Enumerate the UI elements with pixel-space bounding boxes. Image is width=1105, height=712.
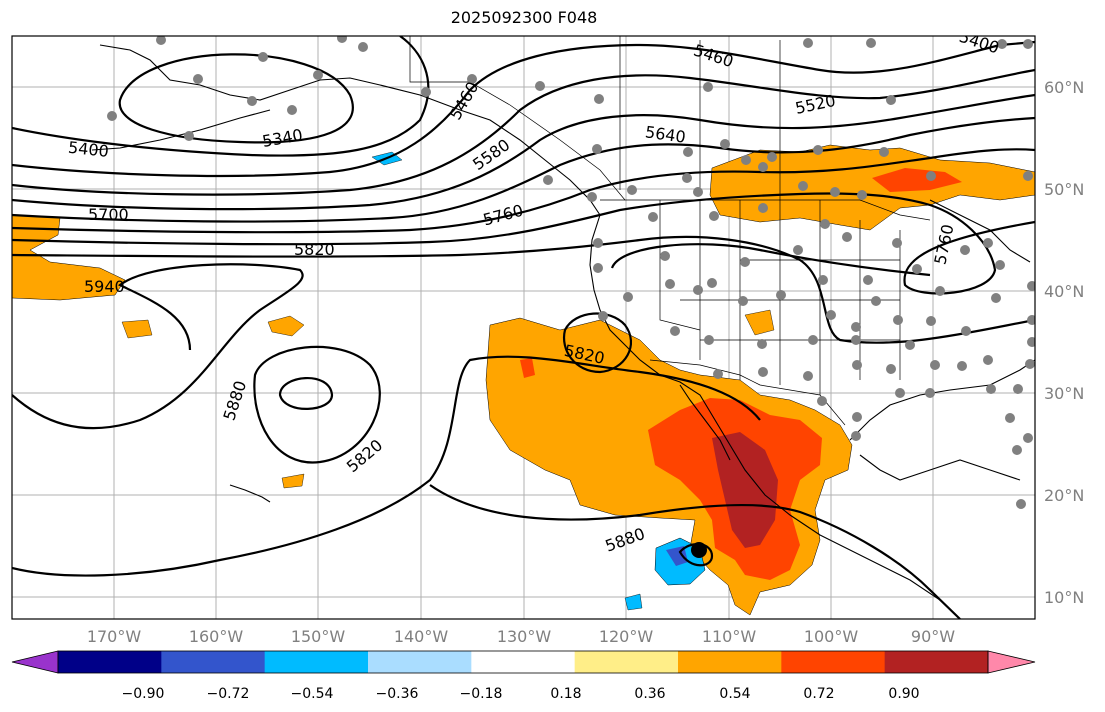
contour-5700 bbox=[12, 148, 1035, 234]
map-frame bbox=[11, 35, 1036, 620]
lat-label-30n: 30°N bbox=[1044, 384, 1084, 403]
contour-5640 bbox=[12, 116, 1035, 223]
tropical-cold-core bbox=[666, 546, 688, 566]
latitude-labels: 60°N 50°N 40°N 30°N 20°N 10°N bbox=[1044, 78, 1084, 607]
warm-spot-4 bbox=[744, 309, 775, 336]
lon-label-150w: 150°W bbox=[291, 627, 346, 646]
contour-5880-mid bbox=[12, 355, 761, 577]
colorbar-tick-0: −0.90 bbox=[122, 686, 165, 702]
lon-label-110w: 110°W bbox=[702, 627, 757, 646]
contour-5340-low bbox=[118, 53, 354, 144]
longitude-labels: 170°W 160°W 150°W 140°W 130°W 120°W 110°… bbox=[87, 627, 955, 646]
colorbar-tick-6: 0.36 bbox=[634, 686, 665, 702]
colorbar bbox=[11, 650, 1036, 674]
contour-label-5400: 5400 bbox=[67, 138, 109, 161]
colorbar-segment bbox=[884, 651, 989, 673]
lon-label-90w: 90°W bbox=[911, 627, 955, 646]
colorbar-tick-4: −0.18 bbox=[460, 686, 503, 702]
warm-spot-1 bbox=[121, 319, 153, 339]
colorbar-segment bbox=[574, 651, 679, 673]
colorbar-segment bbox=[678, 651, 782, 673]
colorbar-arrow-right bbox=[987, 650, 1036, 674]
cool-spot-2 bbox=[624, 593, 643, 611]
cyclone-center-marker bbox=[691, 542, 707, 558]
colorbar-outline bbox=[57, 650, 989, 674]
lon-label-170w: 170°W bbox=[87, 627, 142, 646]
colorbar-segment bbox=[368, 651, 472, 673]
contour-tropical-low bbox=[678, 543, 714, 567]
coastlines bbox=[91, 44, 1035, 619]
canada-hot-core bbox=[872, 168, 962, 192]
lat-label-20n: 20°N bbox=[1044, 486, 1084, 505]
colorbar-tick-labels: −0.90 −0.72 −0.54 −0.36 −0.18 0.18 0.36 … bbox=[122, 686, 920, 702]
contour-5820-ridge bbox=[562, 312, 632, 374]
colorbar-arrow-left bbox=[11, 650, 59, 674]
yucatan-coast bbox=[859, 454, 1021, 481]
lon-label-140w: 140°W bbox=[394, 627, 449, 646]
contour-5880-south bbox=[429, 484, 961, 619]
gulf-coast bbox=[849, 359, 1035, 441]
contour-5520 bbox=[12, 68, 1035, 196]
contour-label-5700: 5700 bbox=[88, 205, 129, 224]
contour-5580 bbox=[12, 93, 1035, 211]
colorbar-tick-8: 0.72 bbox=[803, 686, 834, 702]
colorbar-tick-7: 0.54 bbox=[719, 686, 750, 702]
borders bbox=[409, 36, 931, 426]
station-points bbox=[107, 36, 1035, 509]
colorbar-segment bbox=[781, 651, 886, 673]
warm-spot-3 bbox=[281, 473, 305, 489]
height-contours bbox=[12, 36, 1035, 619]
anomaly-fills bbox=[12, 144, 1035, 616]
canada-warm-region bbox=[709, 144, 1035, 231]
lat-label-60n: 60°N bbox=[1044, 78, 1084, 97]
map-title: 2025092300 F048 bbox=[450, 8, 598, 27]
lon-label-160w: 160°W bbox=[189, 627, 244, 646]
contour-5460 bbox=[12, 40, 1035, 178]
contour-5400 bbox=[12, 36, 430, 157]
colorbar-tick-2: −0.54 bbox=[291, 686, 334, 702]
lon-label-120w: 120°W bbox=[599, 627, 654, 646]
colorbar-segment bbox=[471, 651, 576, 673]
contour-5880-west bbox=[12, 263, 304, 430]
mexico-extreme-core bbox=[712, 432, 778, 548]
contour-5820-low bbox=[253, 345, 381, 464]
aleutian-chain bbox=[91, 109, 271, 151]
hot-spot-1 bbox=[520, 358, 535, 378]
alaska-coastline bbox=[99, 44, 601, 216]
contour-5760 bbox=[12, 192, 1035, 295]
colorbar-segment bbox=[161, 651, 266, 673]
contour-5880-us bbox=[610, 243, 931, 277]
colorbar-tick-1: −0.72 bbox=[207, 686, 250, 702]
lon-label-130w: 130°W bbox=[497, 627, 552, 646]
lat-label-40n: 40°N bbox=[1044, 282, 1084, 301]
colorbar-segment bbox=[58, 651, 162, 673]
lat-label-10n: 10°N bbox=[1044, 588, 1084, 607]
contour-label-5940: 5940 bbox=[84, 277, 125, 296]
colorbar-tick-3: −0.36 bbox=[376, 686, 419, 702]
contour-5820-low-center bbox=[278, 377, 334, 410]
contour-label-5820-north: 5820 bbox=[294, 240, 335, 259]
west-coast bbox=[589, 214, 961, 619]
colorbar-tick-5: 0.18 bbox=[550, 686, 581, 702]
baja-california bbox=[679, 384, 731, 461]
lat-label-50n: 50°N bbox=[1044, 180, 1084, 199]
contour-5820-main bbox=[12, 235, 1035, 344]
colorbar-segment bbox=[264, 651, 369, 673]
hawaii-islands bbox=[229, 484, 271, 503]
warm-spot-2 bbox=[267, 315, 305, 337]
colorbar-tick-9: 0.90 bbox=[888, 686, 919, 702]
lon-label-100w: 100°W bbox=[804, 627, 859, 646]
alaska-canada-border bbox=[409, 36, 626, 201]
